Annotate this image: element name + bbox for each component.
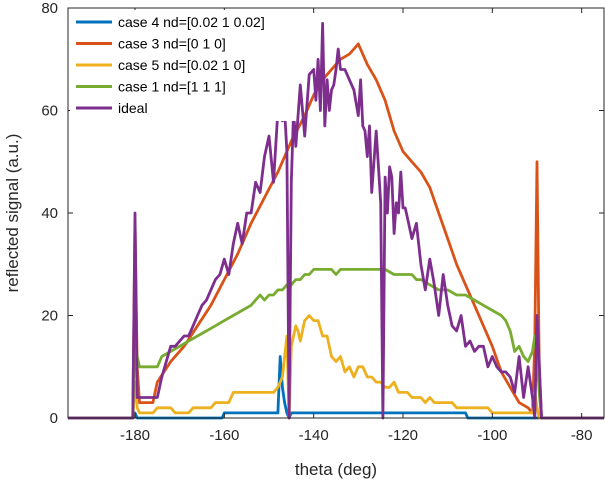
legend: case 4 nd=[0.02 1 0.02] case 3 nd=[0 1 0]… <box>70 10 296 121</box>
y-axis-label: reflected signal (a.u.) <box>3 134 22 293</box>
x-tick-label: -80 <box>571 427 593 444</box>
legend-label-1: case 4 nd=[0.02 1 0.02] <box>118 14 265 30</box>
legend-label-3: case 5 nd=[0.02 1 0] <box>118 57 245 73</box>
x-tick-label: -160 <box>209 427 239 444</box>
x-tick-label: -100 <box>477 427 507 444</box>
plot-lines <box>68 21 604 420</box>
x-axis-label: theta (deg) <box>295 460 377 479</box>
series-line-4 <box>68 267 604 420</box>
series-line-5 <box>68 21 604 420</box>
y-tick-label: 0 <box>50 410 58 427</box>
legend-label-4: case 1 nd=[1 1 1] <box>118 79 226 95</box>
y-tick-label: 40 <box>41 205 58 222</box>
y-tick-label: 20 <box>41 308 58 325</box>
legend-label-2: case 3 nd=[0 1 0] <box>118 36 226 52</box>
x-tick-label: -180 <box>120 427 150 444</box>
y-tick-label: 80 <box>41 0 58 17</box>
x-tick-label: -140 <box>299 427 329 444</box>
legend-label-5: ideal <box>118 100 148 116</box>
x-tick-label: -120 <box>388 427 418 444</box>
axis-ticks: -180 -160 -140 -120 -100 -80 0 20 40 60 80 <box>41 0 604 444</box>
series-line-3 <box>68 314 604 420</box>
y-tick-label: 60 <box>41 103 58 120</box>
